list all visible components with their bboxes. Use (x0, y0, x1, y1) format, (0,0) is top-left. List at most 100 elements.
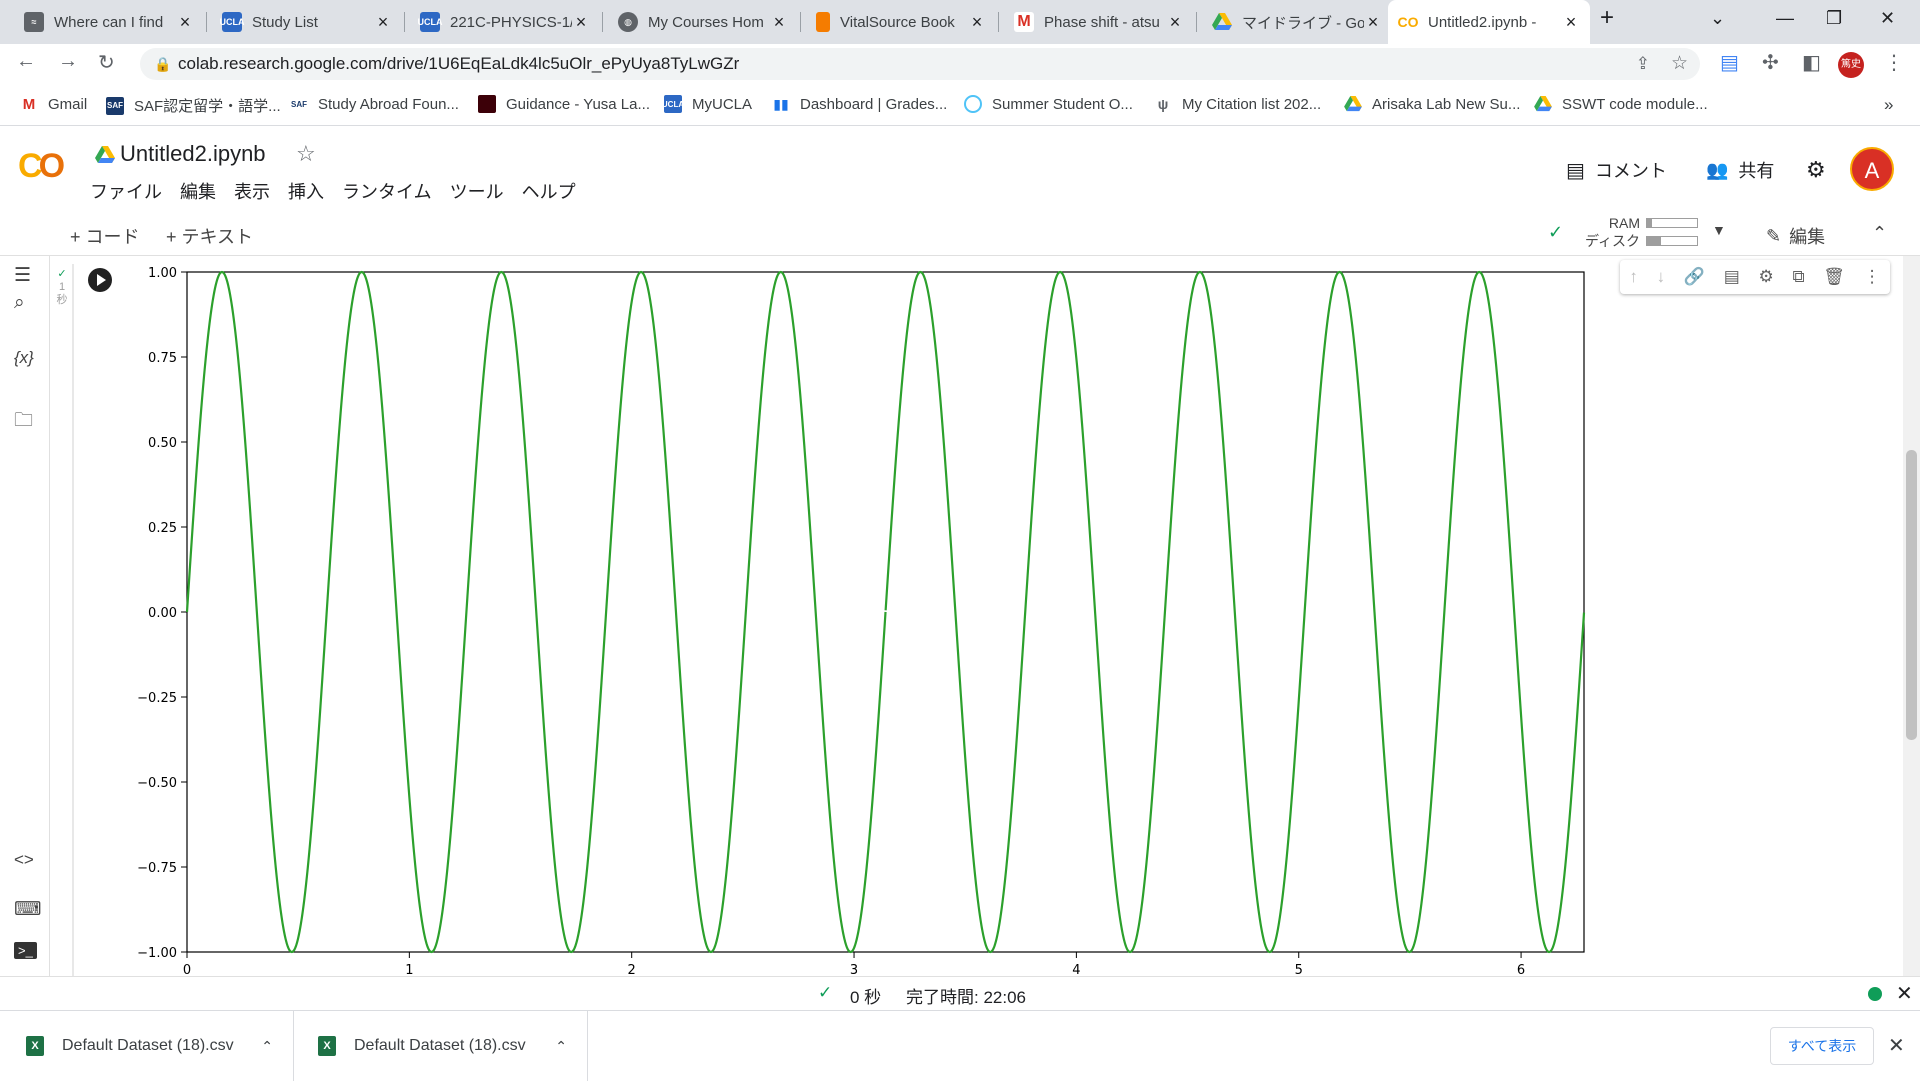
bookmark-arisaka[interactable]: Arisaka Lab New Su... (1344, 95, 1520, 113)
y-tick-label: −0.50 (137, 776, 177, 791)
close-icon[interactable]: × (179, 11, 191, 32)
folder-icon[interactable]: 🗀 (14, 410, 34, 431)
chevron-up-icon[interactable]: ⌃ (261, 1037, 273, 1054)
code-snippets-icon[interactable]: <> (14, 850, 34, 869)
close-icon[interactable]: × (971, 11, 983, 32)
menu-file[interactable]: ファイル (90, 182, 162, 202)
mirror-cell-icon[interactable]: ⧉ (1792, 267, 1805, 286)
browser-tab[interactable]: UCLA Study List × (212, 4, 402, 40)
notebook-cell-area (50, 256, 1902, 976)
browser-tab[interactable]: UCLA 221C-PHYSICS-1/ × (410, 4, 600, 40)
share-page-icon[interactable]: ⇪ (1635, 54, 1650, 73)
bookmark-sswt[interactable]: SSWT code module... (1534, 95, 1708, 113)
download-item[interactable]: X Default Dataset (18).csv ⌃ (0, 1011, 294, 1081)
menu-insert[interactable]: 挿入 (288, 182, 324, 202)
ram-meter (1646, 218, 1698, 228)
terminal-icon[interactable]: >_ (14, 942, 37, 959)
run-cell-button[interactable] (88, 268, 112, 292)
close-icon[interactable]: × (1565, 11, 1577, 32)
more-bookmarks-button[interactable]: » (1884, 95, 1894, 114)
gear-icon[interactable]: ⚙ (1758, 267, 1774, 286)
reload-icon[interactable]: ↻ (98, 52, 115, 74)
chevron-up-icon[interactable]: ⌃ (555, 1037, 567, 1054)
url-bar[interactable]: 🔒 colab.research.google.com/drive/1U6EqE… (140, 48, 1700, 80)
browser-tab[interactable]: M Phase shift - atsu × (1004, 4, 1194, 40)
search-icon[interactable]: ⌕ (14, 292, 25, 313)
close-window-button[interactable]: ✕ (1880, 8, 1896, 28)
chevron-down-icon[interactable]: ⌄ (1710, 8, 1726, 28)
browser-tab[interactable]: ◍ My Courses Hom × (608, 4, 798, 40)
avatar[interactable]: A (1850, 147, 1894, 191)
close-icon[interactable]: × (773, 11, 785, 32)
gear-icon[interactable]: ⚙ (1806, 157, 1826, 182)
bookmark-guidance[interactable]: Guidance - Yusa La... (478, 95, 650, 113)
left-sidebar: ☰ ⌕ {x} 🗀 <> ⌨ >_ (0, 256, 50, 976)
maximize-button[interactable]: ❐ (1826, 8, 1843, 28)
menu-runtime[interactable]: ランタイム (342, 182, 432, 202)
scrollbar-thumb[interactable] (1906, 450, 1917, 740)
tab-strip: ≈ Where can I find × UCLA Study List × U… (0, 0, 1920, 44)
move-up-icon[interactable]: ↑ (1629, 267, 1638, 286)
x-tick-label: 6 (1517, 963, 1525, 978)
browser-tab-active[interactable]: CO Untitled2.ipynb - × (1388, 0, 1590, 44)
puzzle-icon[interactable]: ✣ (1762, 52, 1779, 74)
bookmark-summer-student[interactable]: Summer Student O... (964, 95, 1133, 113)
bookmark-myucla[interactable]: UCLA MyUCLA (661, 95, 753, 113)
star-icon[interactable]: ☆ (296, 141, 316, 166)
resources-label[interactable]: RAM ディスク (1584, 215, 1640, 249)
link-icon[interactable]: 🔗 (1683, 267, 1705, 286)
edit-button[interactable]: ✎ 編集 (1766, 225, 1826, 248)
new-tab-button[interactable]: + (1600, 4, 1615, 31)
lock-icon[interactable]: 🔒 (154, 56, 172, 72)
colab-logo[interactable]: CO (18, 147, 65, 185)
menu-edit[interactable]: 編集 (180, 182, 216, 202)
bookmark-saf[interactable]: SAF SAF認定留学・語学... (106, 96, 281, 115)
download-item[interactable]: X Default Dataset (18).csv ⌃ (294, 1011, 588, 1081)
drive-icon (1534, 95, 1552, 113)
kebab-menu-icon[interactable]: ⋮ (1884, 52, 1904, 74)
star-icon[interactable]: ☆ (1670, 53, 1688, 74)
variables-icon[interactable]: {x} (14, 348, 34, 367)
add-text-button[interactable]: + テキスト (166, 227, 253, 247)
close-icon[interactable]: ✕ (1888, 1035, 1905, 1057)
close-icon[interactable]: × (377, 11, 389, 32)
menu-view[interactable]: 表示 (234, 182, 270, 202)
move-down-icon[interactable]: ↓ (1656, 267, 1666, 286)
browser-tab[interactable]: ≈ Where can I find × (14, 4, 204, 40)
y-tick-label: −0.75 (137, 861, 177, 876)
close-icon[interactable]: ✕ (1896, 983, 1913, 1005)
back-arrow-icon[interactable]: ← (16, 50, 36, 72)
close-icon[interactable]: × (1169, 11, 1181, 32)
minimize-button[interactable]: — (1776, 8, 1794, 28)
bookmark-study-abroad[interactable]: SAF Study Abroad Foun... (291, 95, 459, 113)
add-code-button[interactable]: + コード (70, 227, 140, 247)
bookmark-gmail[interactable]: M Gmail (20, 95, 87, 113)
bookmark-citation[interactable]: ψ My Citation list 202... (1154, 95, 1322, 113)
browser-tab[interactable]: マイドライブ - Goog × (1202, 4, 1392, 40)
share-button[interactable]: 👥 共有 (1706, 159, 1775, 182)
connection-status-dot[interactable] (1868, 987, 1882, 1001)
menu-help[interactable]: ヘルプ (521, 182, 576, 202)
sidepanel-icon[interactable]: ◧ (1802, 52, 1821, 74)
collapse-chevron-icon[interactable]: ⌃ (1872, 223, 1888, 243)
command-palette-icon[interactable]: ⌨ (14, 899, 42, 920)
forward-arrow-icon[interactable]: → (58, 50, 78, 72)
elapsed-time: 0 秒 (850, 988, 882, 1007)
comment-icon[interactable]: ▤ (1723, 267, 1740, 286)
extension-doc-icon[interactable]: ▤ (1720, 52, 1739, 74)
close-icon[interactable]: × (1367, 11, 1379, 32)
show-all-downloads-button[interactable]: すべて表示 (1770, 1027, 1874, 1065)
table-of-contents-icon[interactable]: ☰ (14, 265, 32, 286)
browser-tab[interactable]: VitalSource Book × (806, 4, 996, 40)
comment-icon: ▤ (1566, 159, 1585, 182)
notebook-title[interactable]: Untitled2.ipynb (120, 141, 266, 166)
bookmark-dashboard[interactable]: ▮▮ Dashboard | Grades... (773, 95, 948, 113)
trash-icon[interactable]: 🗑 (1823, 267, 1845, 286)
profile-avatar[interactable]: 篤史 (1838, 52, 1864, 78)
comment-button[interactable]: ▤ コメント (1566, 159, 1667, 182)
dropdown-arrow-icon[interactable]: ▼ (1712, 222, 1726, 238)
menu-tools[interactable]: ツール (449, 182, 504, 202)
close-icon[interactable]: × (575, 11, 587, 32)
more-vert-icon[interactable]: ⋮ (1863, 267, 1881, 286)
vitalsource-icon (816, 12, 830, 32)
